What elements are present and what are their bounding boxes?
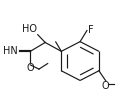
Text: O: O [102, 81, 109, 91]
Text: F: F [88, 25, 94, 35]
Text: HO: HO [22, 24, 37, 34]
Text: HN: HN [3, 46, 17, 56]
Text: O: O [26, 63, 34, 73]
